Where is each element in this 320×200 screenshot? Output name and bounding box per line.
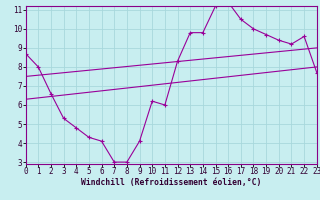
X-axis label: Windchill (Refroidissement éolien,°C): Windchill (Refroidissement éolien,°C) <box>81 178 261 187</box>
